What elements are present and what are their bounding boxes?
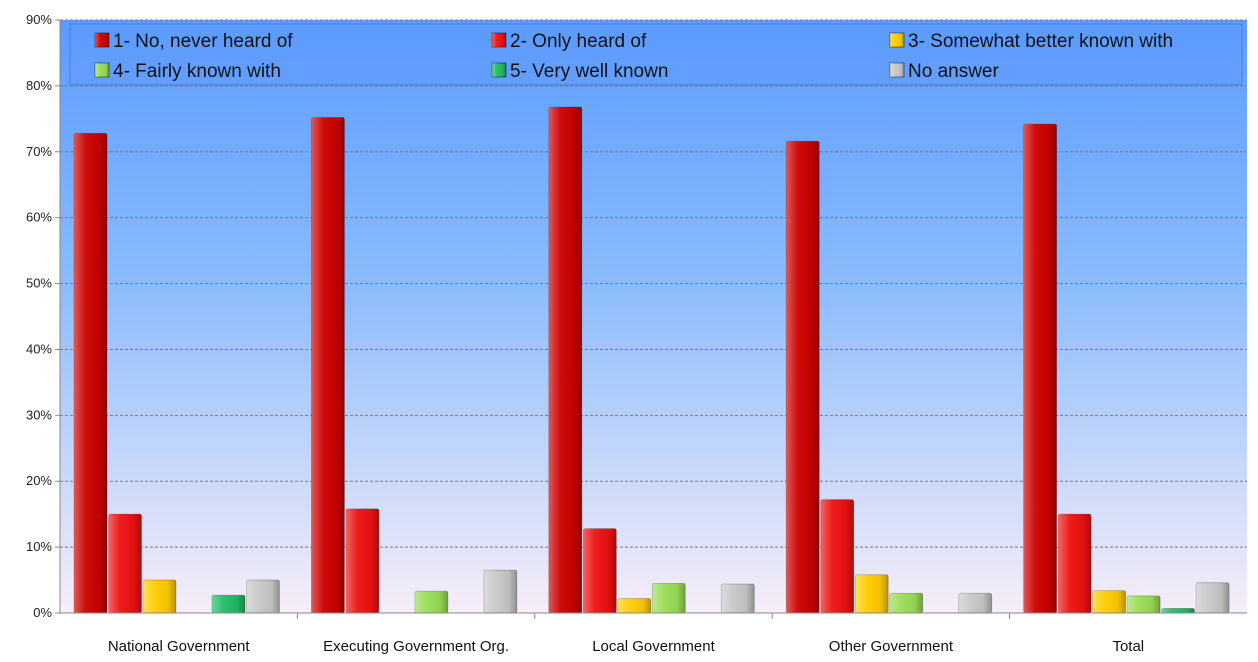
legend-swatch-shine — [492, 33, 506, 47]
bar-shine — [246, 580, 280, 613]
bar-shine — [414, 591, 448, 613]
bar-shine — [889, 593, 923, 613]
y-tick-label: 20% — [26, 473, 52, 488]
y-tick-label: 50% — [26, 276, 52, 291]
y-tick-label: 60% — [26, 210, 52, 225]
bar-shine — [483, 570, 517, 613]
legend-label: No answer — [908, 61, 999, 82]
bar-shine — [721, 584, 755, 613]
bars — [73, 106, 1230, 614]
legend-label: 1- No, never heard of — [113, 31, 293, 52]
y-tick-label: 90% — [26, 12, 52, 27]
legend-swatch-shine — [890, 63, 904, 77]
bar-shine — [1127, 595, 1161, 613]
bar-shine — [1058, 514, 1092, 613]
legend-swatch-shine — [95, 33, 109, 47]
bar-shine — [345, 508, 379, 613]
legend-swatch-shine — [95, 63, 109, 77]
y-tick-label: 30% — [26, 407, 52, 422]
bar-shine — [1023, 124, 1057, 614]
y-tick-label: 0% — [33, 605, 52, 620]
bar-shine — [652, 583, 686, 613]
y-tick-label: 70% — [26, 144, 52, 159]
bar-shine — [212, 595, 245, 613]
x-category-label: National Government — [108, 638, 251, 655]
axes: 0% 10% 20% 30% 40% 50% 60% 70% 80% 90% National Go… — [26, 12, 1247, 655]
bar-shine — [311, 117, 345, 613]
bar-shine — [1092, 590, 1126, 613]
bar-shine — [74, 133, 107, 613]
legend-swatch-shine — [890, 33, 904, 47]
legend-label: 2- Only heard of — [510, 31, 647, 52]
legend-swatch-shine — [492, 63, 506, 77]
legend-label: 4- Fairly known with — [113, 61, 281, 82]
bar-shine — [820, 499, 854, 613]
x-category-label: Executing Government Org. — [323, 638, 509, 655]
legend-box — [69, 23, 1243, 86]
gridlines — [60, 19, 1247, 548]
bar-shine — [855, 574, 889, 613]
x-category-label: Total — [1112, 638, 1144, 655]
bar-shine — [1161, 608, 1195, 613]
legend-label: 3- Somewhat better known with — [908, 31, 1173, 52]
y-tick-label: 40% — [26, 341, 52, 356]
bar-shine — [1196, 582, 1230, 613]
y-tick-label: 10% — [26, 539, 52, 554]
bar-shine — [958, 593, 992, 613]
legend: 1- No, never heard of 2- Only heard of 3- … — [69, 23, 1243, 86]
bar-shine — [617, 598, 651, 613]
bar-shine — [548, 106, 582, 614]
legend-label: 5- Very well known — [510, 61, 668, 82]
x-category-label: Local Government — [592, 638, 715, 655]
bar-shine — [786, 141, 820, 614]
bar-shine — [143, 580, 176, 613]
bar-shine — [108, 514, 142, 613]
y-tick-label: 80% — [26, 78, 52, 93]
bar-shine — [583, 528, 617, 613]
x-category-label: Other Government — [829, 638, 954, 655]
